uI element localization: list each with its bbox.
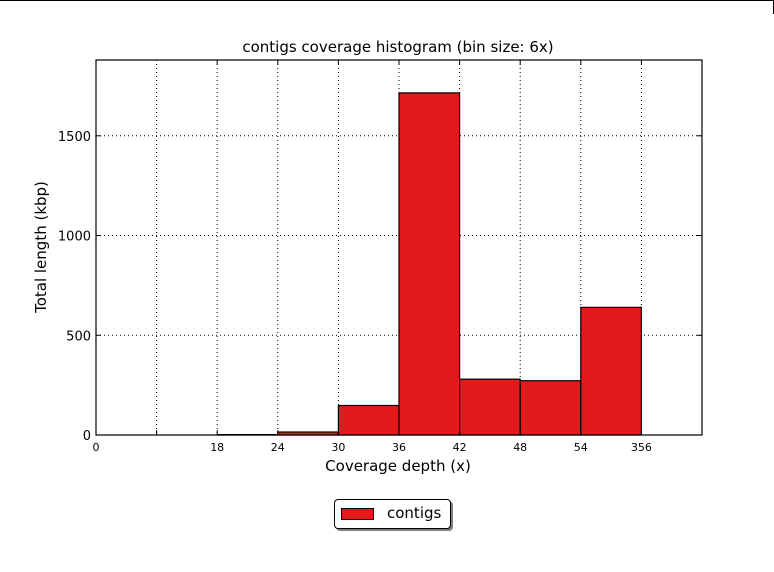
y-axis-ticks: 0 500 1000 1500 xyxy=(58,130,702,444)
y-axis-label: Total length (kbp) xyxy=(32,181,50,314)
y-tick-label-0: 0 xyxy=(83,429,91,444)
bar-36-42 xyxy=(398,92,461,436)
legend-swatch-contigs xyxy=(341,508,374,520)
x-tick-label-0: 0 xyxy=(93,441,100,454)
bar-48-54 xyxy=(519,380,582,436)
x-axis-label: Coverage depth (x) xyxy=(325,457,471,475)
y-tick-label-1000: 1000 xyxy=(58,230,91,245)
chart-title: contigs coverage histogram (bin size: 6x… xyxy=(242,38,553,56)
bars-group xyxy=(216,92,642,436)
x-tick-label-30: 30 xyxy=(331,441,345,454)
x-tick-label-356: 356 xyxy=(631,441,652,454)
bar-54-356 xyxy=(580,306,642,436)
x-axis-ticks: 0 18 24 30 36 42 48 54 356 xyxy=(93,60,652,454)
bar-42-48 xyxy=(459,378,521,436)
legend-label-contigs: contigs xyxy=(387,504,442,522)
x-tick-label-48: 48 xyxy=(513,441,527,454)
legend: contigs xyxy=(334,499,451,529)
x-tick-label-24: 24 xyxy=(271,441,285,454)
y-tick-label-500: 500 xyxy=(66,329,91,344)
x-tick-label-18: 18 xyxy=(210,441,224,454)
x-tick-label-36: 36 xyxy=(392,441,406,454)
x-tick-label-42: 42 xyxy=(453,441,467,454)
bar-30-36 xyxy=(337,404,400,436)
y-tick-label-1500: 1500 xyxy=(58,130,91,145)
x-tick-label-54: 54 xyxy=(574,441,588,454)
window-edge-top xyxy=(0,0,774,1)
